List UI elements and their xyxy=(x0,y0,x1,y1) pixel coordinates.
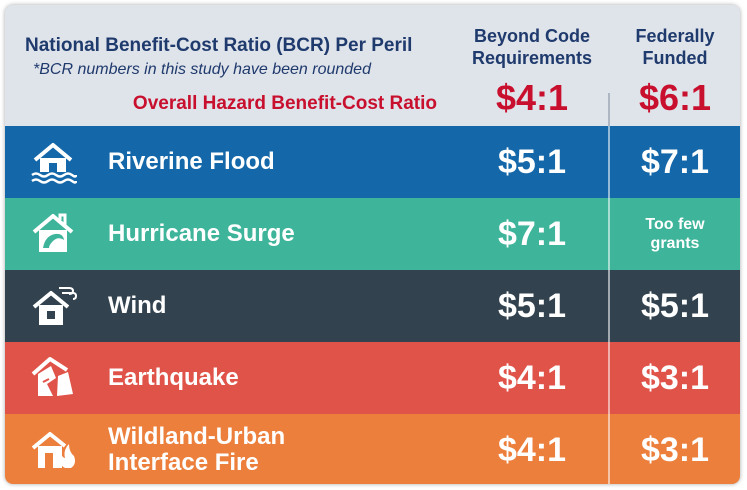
wind-house-icon xyxy=(29,282,78,330)
column-header-federally-funded: Federally Funded xyxy=(615,25,735,69)
column-header-federally-funded-line1: Federally xyxy=(635,26,715,46)
column-header-beyond-code: Beyond Code Requirements xyxy=(462,25,602,69)
peril-row-riverine-flood: Riverine Flood $5:1 $7:1 xyxy=(5,126,740,198)
peril-row-wildland-urban-interface-fire: Wildland-Urban Interface Fire $4:1 $3:1 xyxy=(5,414,740,484)
beyond-code-value: $7:1 xyxy=(497,214,567,253)
column-header-beyond-code-line2: Requirements xyxy=(471,48,593,68)
peril-label-line2: Interface Fire xyxy=(108,449,259,476)
federally-funded-line1: $5:1 xyxy=(640,286,710,325)
column-divider-header xyxy=(608,93,610,126)
beyond-code-value: $5:1 xyxy=(497,142,567,181)
overall-federally-funded-value: $6:1 xyxy=(638,77,712,118)
peril-label-line1: Earthquake xyxy=(108,364,239,391)
peril-label: Hurricane Surge xyxy=(108,198,295,270)
bcr-table: National Benefit-Cost Ratio (BCR) Per Pe… xyxy=(5,5,740,484)
peril-label-line1: Wildland-Urban xyxy=(108,423,286,450)
federally-funded-value: Too few grants xyxy=(615,198,735,270)
federally-funded-line2: grants xyxy=(650,235,700,252)
federally-funded-line1: $3:1 xyxy=(640,430,710,469)
federally-funded-value: $5:1 xyxy=(615,270,735,342)
column-header-beyond-code-line1: Beyond Code xyxy=(473,26,590,46)
federally-funded-line1: $3:1 xyxy=(640,358,710,397)
overall-beyond-code-value: $4:1 xyxy=(495,77,569,118)
collapsed-house-icon xyxy=(29,354,77,402)
peril-label: Riverine Flood xyxy=(108,126,275,198)
federally-funded-value: $7:1 xyxy=(615,126,735,198)
beyond-code-value: $4:1 xyxy=(497,430,567,469)
peril-label-line1: Hurricane Surge xyxy=(108,220,295,247)
federally-funded-line1: Too few xyxy=(645,216,705,233)
rounding-note: *BCR numbers in this study have been rou… xyxy=(33,61,371,78)
fire-house-icon xyxy=(29,426,77,474)
peril-label: Wildland-Urban Interface Fire xyxy=(108,414,285,484)
federally-funded-line1: $7:1 xyxy=(640,142,710,181)
peril-label-line1: Riverine Flood xyxy=(108,148,275,175)
peril-label-line1: Wind xyxy=(108,292,167,319)
column-header-federally-funded-line2: Funded xyxy=(642,48,708,68)
peril-label: Wind xyxy=(108,270,166,342)
table-title: National Benefit-Cost Ratio (BCR) Per Pe… xyxy=(25,35,413,56)
peril-row-hurricane-surge: Hurricane Surge $7:1 Too few grants xyxy=(5,198,740,270)
federally-funded-value: $3:1 xyxy=(615,342,735,414)
federally-funded-value: $3:1 xyxy=(615,414,735,484)
table-header: National Benefit-Cost Ratio (BCR) Per Pe… xyxy=(5,5,740,126)
flooded-house-icon xyxy=(29,138,78,186)
peril-row-earthquake: Earthquake $4:1 $3:1 xyxy=(5,342,740,414)
beyond-code-value: $5:1 xyxy=(497,286,567,325)
beyond-code-value: $4:1 xyxy=(497,358,567,397)
overall-hazard-label: Overall Hazard Benefit-Cost Ratio xyxy=(132,93,437,114)
peril-row-wind: Wind $5:1 $5:1 xyxy=(5,270,740,342)
hurricane-house-icon xyxy=(29,210,77,258)
column-divider xyxy=(608,126,610,484)
peril-label: Earthquake xyxy=(108,342,239,414)
